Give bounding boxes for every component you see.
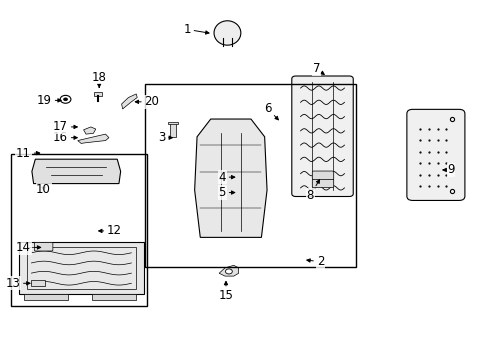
PathPatch shape [32,159,121,184]
Text: 5: 5 [218,186,234,199]
Bar [92,294,136,301]
Text: 4: 4 [218,171,234,184]
Text: 2: 2 [306,255,324,268]
Text: 12: 12 [99,224,122,238]
FancyBboxPatch shape [406,109,464,201]
Text: 11: 11 [16,147,40,159]
FancyBboxPatch shape [312,179,333,188]
Text: 10: 10 [36,184,51,197]
FancyBboxPatch shape [291,76,352,197]
Bar [144,84,355,267]
Text: 15: 15 [218,282,233,302]
Polygon shape [122,94,137,109]
Circle shape [225,269,232,274]
FancyBboxPatch shape [34,242,53,251]
Text: 6: 6 [264,103,278,120]
FancyBboxPatch shape [312,171,333,180]
Polygon shape [219,265,238,276]
Text: 20: 20 [135,95,159,108]
Text: 16: 16 [53,131,77,144]
Bar [19,242,143,294]
Polygon shape [83,127,96,134]
Text: 9: 9 [442,163,454,176]
Bar [94,92,102,96]
Text: 19: 19 [37,94,61,107]
Bar [26,247,136,289]
Ellipse shape [214,21,241,45]
Text: 8: 8 [306,180,319,202]
Text: 1: 1 [183,23,208,36]
Bar [168,122,178,125]
Bar [24,294,68,301]
PathPatch shape [194,119,266,237]
Text: 7: 7 [312,62,324,75]
Bar [31,280,44,286]
Polygon shape [78,134,109,143]
Text: 18: 18 [92,71,106,87]
Text: 14: 14 [16,241,41,254]
Text: 13: 13 [5,277,30,290]
Bar [170,123,176,137]
Text: 3: 3 [158,131,172,144]
Circle shape [63,98,67,101]
Text: 17: 17 [53,121,77,134]
Bar [11,154,147,306]
